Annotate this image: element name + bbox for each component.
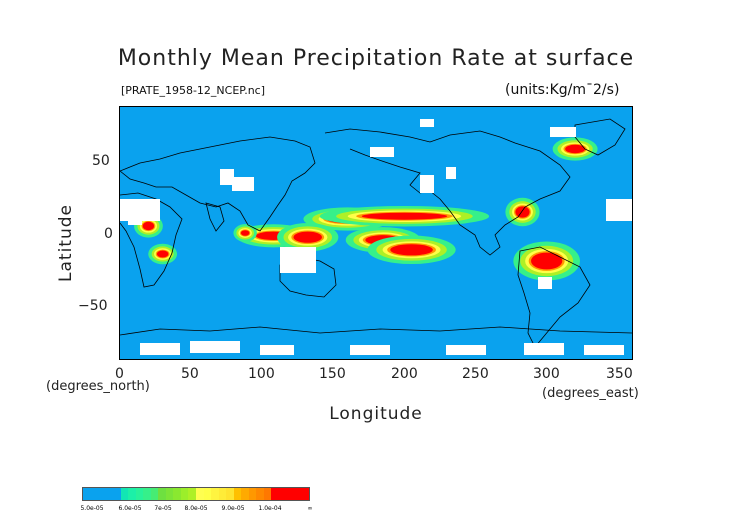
precip-region [142, 221, 155, 231]
coastlines [120, 118, 632, 348]
x-axis-title: Longitude [329, 404, 423, 424]
colorbar-label: 6.0e-05 [118, 505, 142, 512]
colorbar-swatch [113, 488, 121, 500]
colorbar-label: 1.0e-04 [258, 505, 282, 512]
colorbar-label: 8.0e-05 [184, 505, 208, 512]
y-axis-unit: (degrees_north) [46, 379, 150, 394]
precipitation-map [119, 106, 633, 360]
colorbar-swatch [301, 488, 309, 500]
coast-india [205, 202, 225, 232]
y-tick-label: 50 [92, 153, 110, 169]
colorbar [82, 487, 310, 501]
coast-eurasia [120, 136, 316, 232]
plot-title: Monthly Mean Precipitation Rate at surfa… [117, 46, 635, 71]
units-label: (units:Kg/m¯2/s) [505, 82, 620, 98]
colorbar-swatch [256, 488, 264, 500]
x-tick-label: 50 [181, 366, 199, 382]
precip-region [531, 252, 563, 270]
colorbar-swatch [188, 488, 196, 500]
colorbar-swatch [241, 488, 249, 500]
y-tick-label: −50 [78, 298, 108, 314]
source-filename: [PRATE_1958-12_NCEP.nc] [121, 84, 266, 97]
colorbar-swatch [143, 488, 151, 500]
coast-greenland [574, 118, 626, 156]
colorbar-swatch [98, 488, 106, 500]
x-tick-label: 300 [533, 366, 560, 382]
coast-south-america [517, 246, 591, 348]
colorbar-label: ∞ [307, 505, 313, 512]
x-tick-label: 200 [391, 366, 418, 382]
x-tick-label: 100 [248, 366, 275, 382]
precip-region [156, 250, 169, 258]
x-tick-label: 0 [115, 366, 124, 382]
colorbar-swatch [248, 488, 257, 500]
colorbar-swatch [128, 488, 136, 500]
colorbar-swatch [278, 488, 287, 500]
map-canvas [120, 107, 632, 359]
precip-region [293, 231, 322, 243]
coast-north-america [324, 128, 571, 256]
missing-data-cells [120, 119, 632, 355]
colorbar-swatch [150, 488, 159, 500]
colorbar-swatch [195, 488, 204, 500]
colorbar-swatch [120, 488, 129, 500]
colorbar-label: 5.0e-05 [80, 505, 104, 512]
colorbar-swatch [203, 488, 212, 500]
x-tick-label: 150 [319, 366, 346, 382]
y-axis-title: Latitude [56, 204, 76, 282]
colorbar-swatch [173, 488, 181, 500]
precip-regions [134, 137, 598, 281]
colorbar-swatch [90, 488, 99, 500]
coast-antarctica [120, 326, 632, 336]
colorbar-swatch [286, 488, 294, 500]
colorbar-swatch [105, 488, 114, 500]
colorbar-swatch [271, 488, 279, 500]
precip-region [565, 144, 586, 154]
colorbar-label: 7e-05 [154, 505, 172, 512]
colorbar-label: 9.0e-05 [221, 505, 245, 512]
colorbar-swatch [135, 488, 144, 500]
colorbar-swatch [233, 488, 242, 500]
colorbar-swatch [293, 488, 302, 500]
y-tick-label: 0 [104, 226, 113, 242]
precip-region [515, 206, 530, 218]
colorbar-swatch [165, 488, 174, 500]
x-tick-label: 350 [606, 366, 633, 382]
colorbar-swatch [180, 488, 189, 500]
colorbar-swatch [211, 488, 219, 500]
colorbar-swatch [83, 488, 91, 500]
x-tick-label: 250 [462, 366, 489, 382]
colorbar-swatch [218, 488, 227, 500]
x-axis-unit: (degrees_east) [542, 386, 639, 401]
precip-region [240, 230, 250, 236]
precip-region [361, 212, 448, 220]
colorbar-swatch [226, 488, 234, 500]
colorbar-swatch [158, 488, 166, 500]
precip-region [390, 244, 433, 256]
colorbar-swatch [263, 488, 272, 500]
